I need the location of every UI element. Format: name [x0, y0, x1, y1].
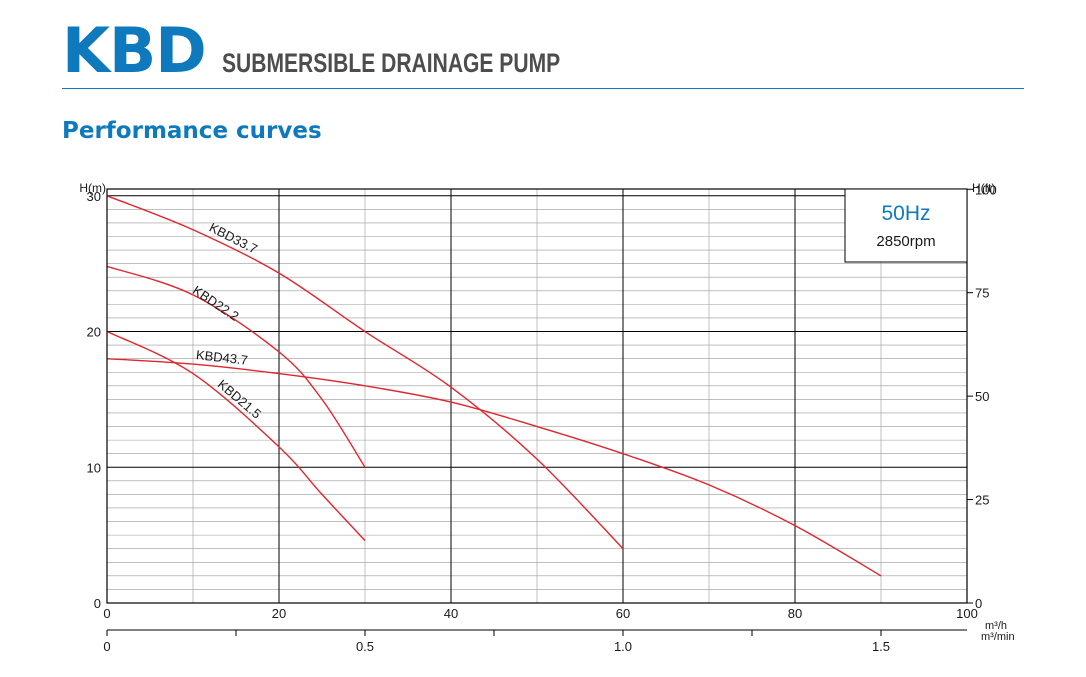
y2-tick-label: 50: [975, 389, 989, 404]
x2-axis-unit: m³/min: [981, 631, 1015, 643]
major-grid: [107, 188, 973, 604]
y-tick-label: 10: [87, 460, 101, 475]
x-tick-label: 100: [956, 606, 978, 621]
x-axis-unit: m³/h: [985, 620, 1007, 632]
y2-axis-label: H(ft): [972, 181, 995, 195]
y-tick-label: 0: [94, 596, 101, 611]
y2-tick-label: 25: [975, 493, 989, 508]
x2-tick-label: 1.0: [614, 639, 632, 654]
x2-tick-label: 0: [103, 639, 110, 654]
header-divider: [62, 88, 1024, 89]
series-label: KBD43.7: [195, 347, 248, 368]
series-label: KBD22.2: [190, 283, 242, 324]
y-axis-label: H(m): [79, 181, 106, 195]
minor-grid: [107, 189, 967, 603]
info-frequency: 50Hz: [881, 202, 930, 225]
info-speed: 2850rpm: [876, 233, 935, 250]
y2-tick-label: 100: [975, 182, 997, 197]
x2-axis-ticks: 0 0.5 1.0 1.5: [103, 630, 890, 654]
x-tick-label: 20: [272, 606, 286, 621]
y2-tick-label: 75: [975, 286, 989, 301]
x2-tick-label: 0.5: [356, 639, 374, 654]
y-tick-label: 30: [87, 189, 101, 204]
y2-tick-label: 0: [975, 596, 982, 611]
x2-tick-label: 1.5: [872, 639, 890, 654]
curve-kbd43-7: [106, 357, 882, 577]
y-tick-label: 20: [87, 325, 101, 340]
product-title: SUBMERSIBLE DRAINAGE PUMP: [222, 48, 561, 78]
section-title: Performance curves: [62, 118, 322, 144]
plot-frame: [106, 188, 968, 604]
curve-kbd33-7: [106, 195, 624, 550]
x-tick-label: 80: [788, 606, 802, 621]
x-tick-label: 60: [616, 606, 630, 621]
x-tick-label: 0: [103, 606, 110, 621]
brand-logo: KBD: [62, 14, 207, 87]
series-label: KBD33.7: [207, 220, 260, 257]
curve-kbd22-2: [106, 265, 366, 468]
series-label: KBD21.5: [215, 376, 264, 421]
curve-kbd21-5: [106, 330, 366, 542]
info-box: 50Hz 2850rpm: [844, 188, 968, 263]
info-box-frame: [844, 188, 968, 263]
x-tick-label: 40: [444, 606, 458, 621]
